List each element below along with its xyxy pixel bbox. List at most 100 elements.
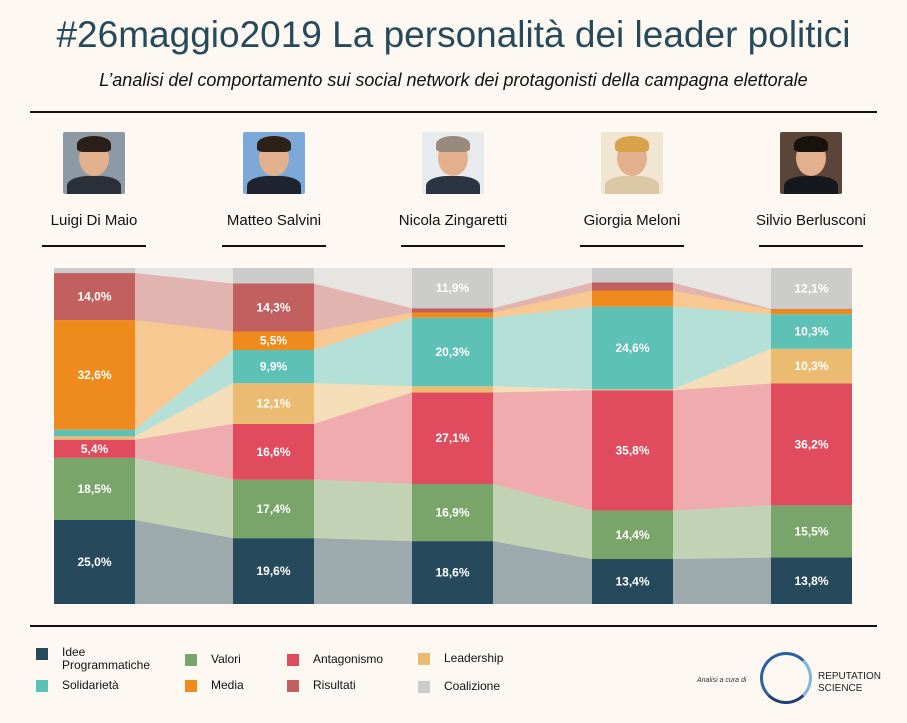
- chart-data-label: 35,8%: [615, 443, 649, 457]
- legend-label: Solidarietà: [62, 678, 119, 692]
- chart-flow-band: [135, 273, 233, 332]
- chart-data-label: 11,9%: [436, 281, 470, 295]
- legend-label: Coalizione: [444, 679, 501, 693]
- chart-bar-segment: [233, 283, 314, 332]
- chart-bar-segment: [771, 557, 852, 604]
- chart-bar-segment: [54, 436, 135, 440]
- chart-flow-band: [314, 317, 412, 387]
- legend-swatch: [418, 681, 430, 693]
- chart-bar-segment: [412, 317, 493, 387]
- chart-flow-band: [135, 320, 233, 430]
- legend-label: Antagonismo: [313, 652, 384, 666]
- chart-data-label: 16,9%: [435, 506, 469, 520]
- chart-data-label: 5,5%: [260, 334, 288, 348]
- leader-photo: [780, 132, 842, 194]
- chart-data-label: 10,3%: [794, 324, 828, 338]
- chart-bar-segment: [771, 383, 852, 506]
- leader-underline: [42, 245, 146, 247]
- leader-photo: [422, 132, 484, 194]
- legend-item: Idee Programmatiche: [36, 646, 150, 672]
- chart-bar-segment: [592, 390, 673, 511]
- chart-data-label: 32,6%: [77, 368, 111, 382]
- chart-flow-band: [135, 457, 233, 539]
- chart-flow-band: [314, 312, 412, 350]
- chart-bar-segment: [412, 392, 493, 484]
- chart-flow-band: [673, 505, 771, 559]
- chart-flow-band: [673, 557, 771, 604]
- legend-item: Media: [185, 678, 244, 692]
- chart-bar-segment: [233, 349, 314, 384]
- chart-data-label: 12,1%: [256, 397, 290, 411]
- chart-flow-band: [493, 541, 592, 604]
- reputation-science-logo-icon: [760, 652, 812, 704]
- chart-flow-band: [493, 390, 592, 511]
- chart-bar-segment: [54, 457, 135, 520]
- leader-name: Matteo Salvini: [226, 212, 322, 229]
- chart-bar-segment: [233, 268, 314, 284]
- legend-item: Coalizione: [418, 679, 500, 693]
- legend-swatch: [36, 680, 48, 692]
- legend-swatch: [36, 648, 48, 660]
- chart-bar-segment: [412, 312, 493, 318]
- leader-underline: [580, 245, 684, 247]
- legend-label: Leadership: [444, 651, 504, 665]
- chart-flow-band: [135, 349, 233, 437]
- chart-bar-segment: [54, 273, 135, 321]
- chart-flow-band: [314, 283, 412, 332]
- chart-bar-segment: [54, 520, 135, 604]
- legend-item: Leadership: [418, 651, 503, 665]
- chart-flow-band: [493, 290, 592, 318]
- legend-swatch: [287, 680, 299, 692]
- chart-bar-segment: [592, 282, 673, 291]
- leader-card-salvini: Matteo Salvini: [211, 132, 337, 247]
- chart-flow-band: [493, 484, 592, 559]
- chart-flow-band: [673, 306, 771, 390]
- chart-flow-band: [673, 348, 771, 391]
- chart-data-label: 15,5%: [794, 524, 828, 538]
- legend-swatch: [185, 680, 197, 692]
- chart-data-label: 13,8%: [794, 574, 828, 588]
- chart-flow-band: [135, 268, 233, 284]
- chart-bar-segment: [412, 308, 493, 313]
- chart-bar-segment: [54, 320, 135, 430]
- chart-data-label: 10,3%: [794, 359, 828, 373]
- chart-data-label: 36,2%: [794, 437, 828, 451]
- chart-bar-segment: [592, 558, 673, 604]
- legend-label: Risultati: [313, 678, 356, 692]
- chart-bar-segment: [592, 510, 673, 559]
- chart-data-label: 14,4%: [615, 528, 649, 542]
- leader-card-meloni: Giorgia Meloni: [569, 132, 695, 247]
- header-divider: [30, 111, 877, 113]
- chart-flow-band: [673, 268, 771, 309]
- page-title: #26maggio2019 La personalità dei leader …: [56, 14, 851, 55]
- legend-swatch: [287, 654, 299, 666]
- page-subtitle: L’analisi del comportamento sui social n…: [99, 70, 808, 90]
- leader-photo: [601, 132, 663, 194]
- chart-data-label: 5,4%: [81, 442, 109, 456]
- chart-flow-band: [314, 392, 412, 484]
- chart-data-label: 25,0%: [77, 555, 111, 569]
- logo-line-2: SCIENCE: [818, 683, 863, 694]
- legend-label: Media: [211, 678, 244, 692]
- chart-bar-segment: [412, 484, 493, 542]
- stacked-bar-chart: 25,0% 19,6% 18,6% 13,4% 13,8% 18,5% 17,4% 16,9%…: [54, 268, 852, 604]
- leader-card-zingaretti: Nicola Zingaretti: [390, 132, 516, 247]
- chart-bar-segment: [54, 268, 135, 274]
- legend-item: Valori: [185, 652, 241, 666]
- legend-label: Valori: [211, 652, 241, 666]
- chart-data-label: 19,6%: [256, 564, 290, 578]
- chart-flow-band: [314, 268, 412, 309]
- chart-flow-band: [493, 268, 592, 309]
- chart-data-label: 27,1%: [435, 431, 469, 445]
- chart-data-label: 20,3%: [435, 345, 469, 359]
- leader-underline: [759, 245, 863, 247]
- chart-data-label: 13,4%: [615, 574, 649, 588]
- chart-bar-segment: [592, 389, 673, 391]
- chart-flow-band: [135, 423, 233, 480]
- chart-flow-band: [314, 538, 412, 604]
- chart-bar-segment: [233, 331, 314, 350]
- chart-data-label: 12,1%: [794, 281, 828, 295]
- chart-data-label: 18,6%: [435, 566, 469, 580]
- chart-bar-segment: [771, 348, 852, 384]
- chart-data-label: 14,3%: [256, 300, 290, 314]
